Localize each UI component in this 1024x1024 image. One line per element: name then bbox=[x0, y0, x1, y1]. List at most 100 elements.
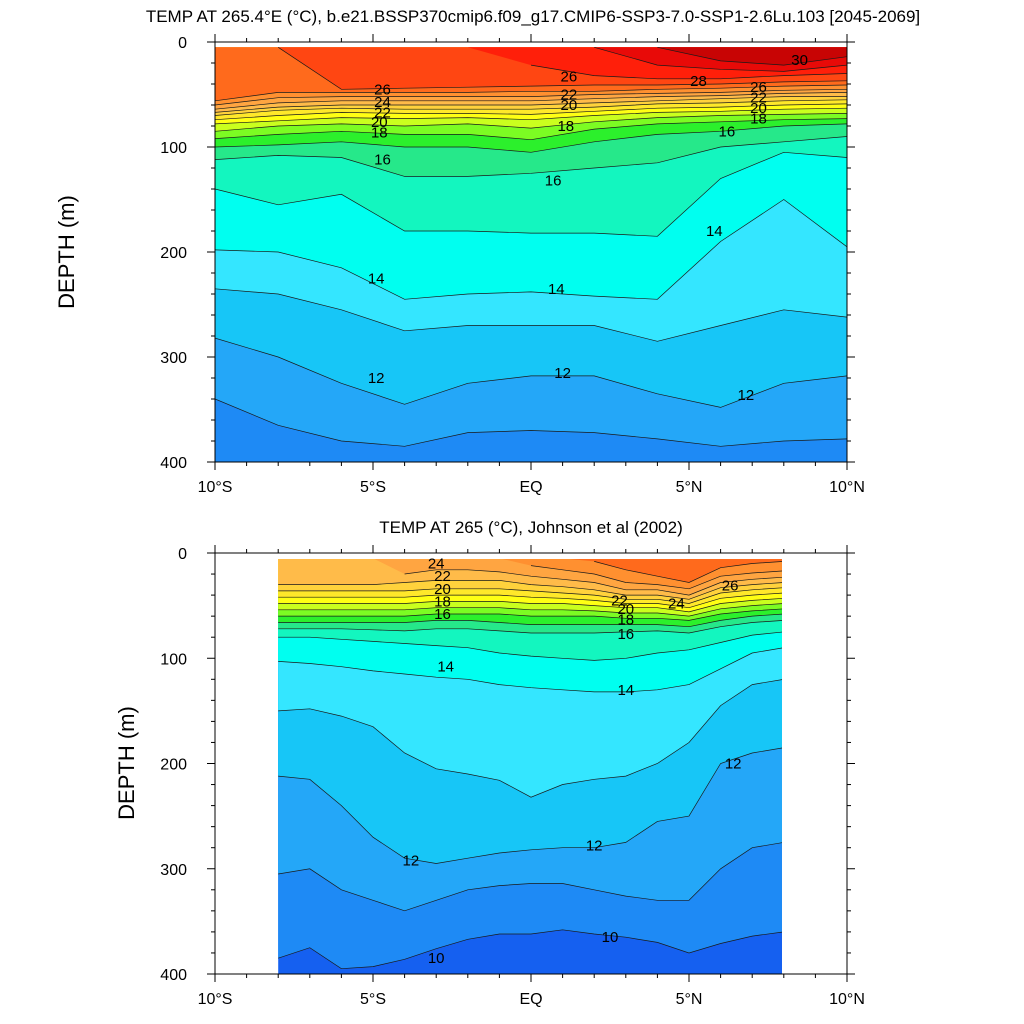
contour-label: 14 bbox=[548, 281, 565, 298]
contour-label: 20 bbox=[561, 97, 578, 114]
contour-label: 12 bbox=[725, 756, 742, 773]
y-tick-label: 400 bbox=[160, 967, 187, 984]
contour-label: 14 bbox=[706, 223, 723, 240]
isotherm-11 bbox=[278, 842, 782, 912]
contour-label: 14 bbox=[368, 270, 385, 287]
panel-model: TEMP AT 265.4°E (°C), b.e21.BSSP370cmip6… bbox=[54, 7, 920, 496]
isotherm-18 bbox=[215, 118, 847, 141]
contour-label: 18 bbox=[434, 593, 451, 610]
contour-label: 16 bbox=[719, 123, 736, 140]
panel-model-y-axis-label: DEPTH (m) bbox=[54, 195, 79, 309]
isotherm-13 bbox=[215, 288, 847, 342]
contour-label: 18 bbox=[557, 118, 574, 135]
x-tick-label: 10°S bbox=[198, 991, 233, 1008]
contour-label: 22 bbox=[750, 90, 767, 107]
isotherm-21 bbox=[215, 103, 847, 121]
isotherm-20 bbox=[278, 598, 782, 613]
contour-label: 22 bbox=[374, 104, 391, 121]
isotherm-12 bbox=[215, 337, 847, 408]
x-tick-label: 5°S bbox=[360, 479, 386, 496]
contour-label: 16 bbox=[434, 606, 451, 623]
fill-band-26 bbox=[569, 559, 782, 583]
isotherm-22 bbox=[278, 587, 782, 604]
y-tick-label: 0 bbox=[178, 546, 187, 563]
isotherm-25 bbox=[215, 88, 847, 106]
isotherm-30 bbox=[657, 46, 847, 66]
panel-model-y-ticks: 0 100 200 300 400 bbox=[160, 35, 855, 472]
contour-label: 16 bbox=[374, 152, 391, 169]
panel-model-fills bbox=[215, 47, 847, 462]
isotherm-29 bbox=[594, 46, 847, 72]
isotherm-27 bbox=[278, 47, 847, 90]
fill-band-30 bbox=[215, 47, 847, 66]
y-tick-label: 0 bbox=[178, 35, 187, 52]
contour-label: 24 bbox=[374, 94, 391, 111]
contour-label: 22 bbox=[434, 568, 451, 585]
isotherm-19 bbox=[215, 113, 847, 132]
panel-model-contours bbox=[215, 46, 847, 447]
y-tick-label: 100 bbox=[160, 651, 187, 668]
isotherm-23 bbox=[278, 580, 782, 600]
panel-obs-x-ticks: 10°S 5°S EQ 5°N 10°N bbox=[198, 545, 865, 1008]
contour-label: 16 bbox=[617, 626, 634, 643]
isotherm-24 bbox=[404, 569, 782, 596]
x-tick-label: EQ bbox=[519, 991, 542, 1008]
contour-label: 24 bbox=[668, 596, 685, 613]
y-tick-label: 200 bbox=[160, 757, 187, 774]
contour-label: 26 bbox=[374, 81, 391, 98]
isotherm-19 bbox=[278, 603, 782, 617]
contour-label: 12 bbox=[738, 387, 755, 404]
isotherm-17 bbox=[278, 613, 782, 628]
isotherm-26 bbox=[594, 561, 782, 583]
y-tick-label: 400 bbox=[160, 455, 187, 472]
panel-obs: TEMP AT 265 (°C), Johnson et al (2002) 2… bbox=[114, 518, 865, 1008]
contour-label: 18 bbox=[617, 611, 634, 628]
isotherm-16 bbox=[278, 620, 782, 634]
contour-label: 12 bbox=[586, 838, 603, 855]
contour-label: 26 bbox=[561, 69, 578, 86]
x-tick-label: EQ bbox=[519, 479, 542, 496]
isotherm-10 bbox=[278, 929, 782, 970]
isotherm-14 bbox=[278, 647, 782, 693]
panel-model-x-ticks: 10°S 5°S EQ 5°N 10°N bbox=[198, 34, 865, 496]
contour-label: 12 bbox=[554, 365, 571, 382]
contour-label: 22 bbox=[611, 592, 628, 609]
contour-label: 20 bbox=[371, 114, 388, 131]
contour-label: 18 bbox=[371, 124, 388, 141]
contour-label: 14 bbox=[617, 682, 634, 699]
x-tick-label: 10°N bbox=[829, 991, 865, 1008]
isotherm-26 bbox=[215, 84, 847, 102]
contour-label: 20 bbox=[617, 601, 634, 618]
isotherm-21 bbox=[278, 592, 782, 609]
isotherm-18 bbox=[278, 608, 782, 621]
panel-obs-contours bbox=[278, 561, 782, 970]
contour-label: 14 bbox=[437, 659, 454, 676]
isotherm-13 bbox=[278, 679, 782, 798]
contour-label: 12 bbox=[403, 852, 420, 869]
contour-label: 20 bbox=[434, 581, 451, 598]
y-tick-label: 200 bbox=[160, 245, 187, 262]
x-tick-label: 10°S bbox=[198, 479, 233, 496]
contour-label: 10 bbox=[602, 929, 619, 946]
isotherm-20 bbox=[215, 107, 847, 125]
contour-label: 20 bbox=[750, 100, 767, 117]
y-tick-label: 100 bbox=[160, 140, 187, 157]
x-tick-label: 5°N bbox=[676, 991, 703, 1008]
panel-obs-y-axis-label: DEPTH (m) bbox=[114, 706, 139, 820]
panel-obs-fills bbox=[278, 559, 782, 974]
contour-label: 16 bbox=[545, 173, 562, 190]
x-tick-label: 10°N bbox=[829, 479, 865, 496]
contour-label: 30 bbox=[791, 52, 808, 69]
contour-label: 10 bbox=[428, 950, 445, 967]
contour-label: 24 bbox=[428, 556, 445, 573]
contour-label: 26 bbox=[722, 578, 739, 595]
panel-obs-y-ticks: 0 100 200 300 400 bbox=[160, 546, 855, 984]
isotherm-24 bbox=[215, 92, 847, 110]
isotherm-22 bbox=[215, 99, 847, 116]
isotherm-28 bbox=[530, 64, 847, 80]
y-tick-label: 300 bbox=[160, 862, 187, 879]
isotherm-15 bbox=[278, 631, 782, 661]
